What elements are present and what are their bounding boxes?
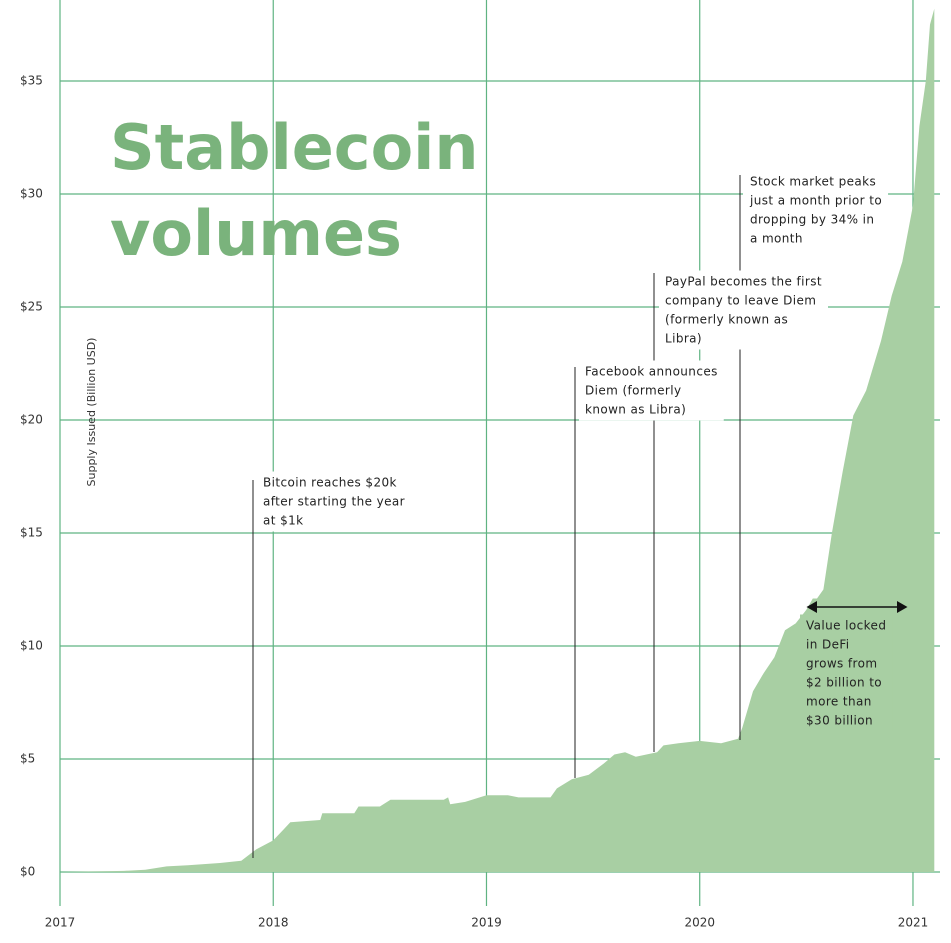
y-tick-label: $5 bbox=[20, 752, 35, 766]
annotation-background bbox=[800, 614, 893, 732]
annotation-text: Value locked bbox=[806, 619, 886, 633]
annotation-text: (formerly known as bbox=[665, 313, 788, 327]
annotation-background bbox=[659, 270, 828, 350]
annotation: Value locked in DeFi grows from $2 billion … bbox=[800, 614, 893, 732]
annotation-text: after starting the year bbox=[263, 495, 405, 509]
y-axis-label: Supply Issued (Billion USD) bbox=[85, 338, 98, 487]
annotation-background bbox=[579, 360, 724, 421]
annotation-text: Diem (formerly bbox=[585, 384, 681, 398]
y-tick-label: $25 bbox=[20, 300, 43, 314]
annotation-text: grows from bbox=[806, 657, 877, 671]
annotation: Stock market peaks just a month prior to d… bbox=[743, 170, 889, 250]
annotation-text: dropping by 34% in bbox=[750, 213, 874, 227]
chart-title: Stablecoin bbox=[110, 111, 479, 184]
x-tick-label: 2021 bbox=[898, 916, 929, 930]
annotation-text: PayPal becomes the first bbox=[665, 275, 822, 289]
annotation: Facebook announces Diem (formerly known as… bbox=[579, 360, 724, 421]
y-tick-label: $35 bbox=[20, 74, 43, 88]
area bbox=[60, 8, 935, 872]
y-tick-label: $15 bbox=[20, 526, 43, 540]
chart-title: volumes bbox=[110, 197, 402, 270]
annotation-text: Libra) bbox=[665, 332, 702, 346]
annotation-text: known as Libra) bbox=[585, 403, 686, 417]
annotation: Bitcoin reaches $20k after starting the y… bbox=[257, 471, 412, 532]
y-tick-label: $0 bbox=[20, 865, 35, 879]
annotation-text: more than bbox=[806, 695, 872, 709]
annotation-text: $2 billion to bbox=[806, 676, 882, 690]
y-tick-label: $10 bbox=[20, 639, 43, 653]
annotation: PayPal becomes the first company to leave… bbox=[659, 270, 828, 350]
annotation-text: at $1k bbox=[263, 514, 304, 528]
x-tick-label: 2017 bbox=[45, 916, 76, 930]
annotation-text: company to leave Diem bbox=[665, 294, 816, 308]
x-tick-label: 2018 bbox=[258, 916, 289, 930]
annotation-text: in DeFi bbox=[806, 638, 850, 652]
y-tick-label: $20 bbox=[20, 413, 43, 427]
y-tick-label: $30 bbox=[20, 187, 43, 201]
x-tick-label: 2019 bbox=[471, 916, 502, 930]
annotation-background bbox=[257, 471, 412, 532]
annotation-text: $30 billion bbox=[806, 714, 873, 728]
annotation-background bbox=[743, 170, 889, 250]
x-tick-label: 2020 bbox=[684, 916, 715, 930]
annotation-text: just a month prior to bbox=[749, 194, 882, 208]
annotation-text: Stock market peaks bbox=[750, 175, 876, 189]
annotation-text: a month bbox=[750, 232, 803, 246]
annotation-text: Bitcoin reaches $20k bbox=[263, 476, 397, 490]
annotation-text: Facebook announces bbox=[585, 365, 718, 379]
